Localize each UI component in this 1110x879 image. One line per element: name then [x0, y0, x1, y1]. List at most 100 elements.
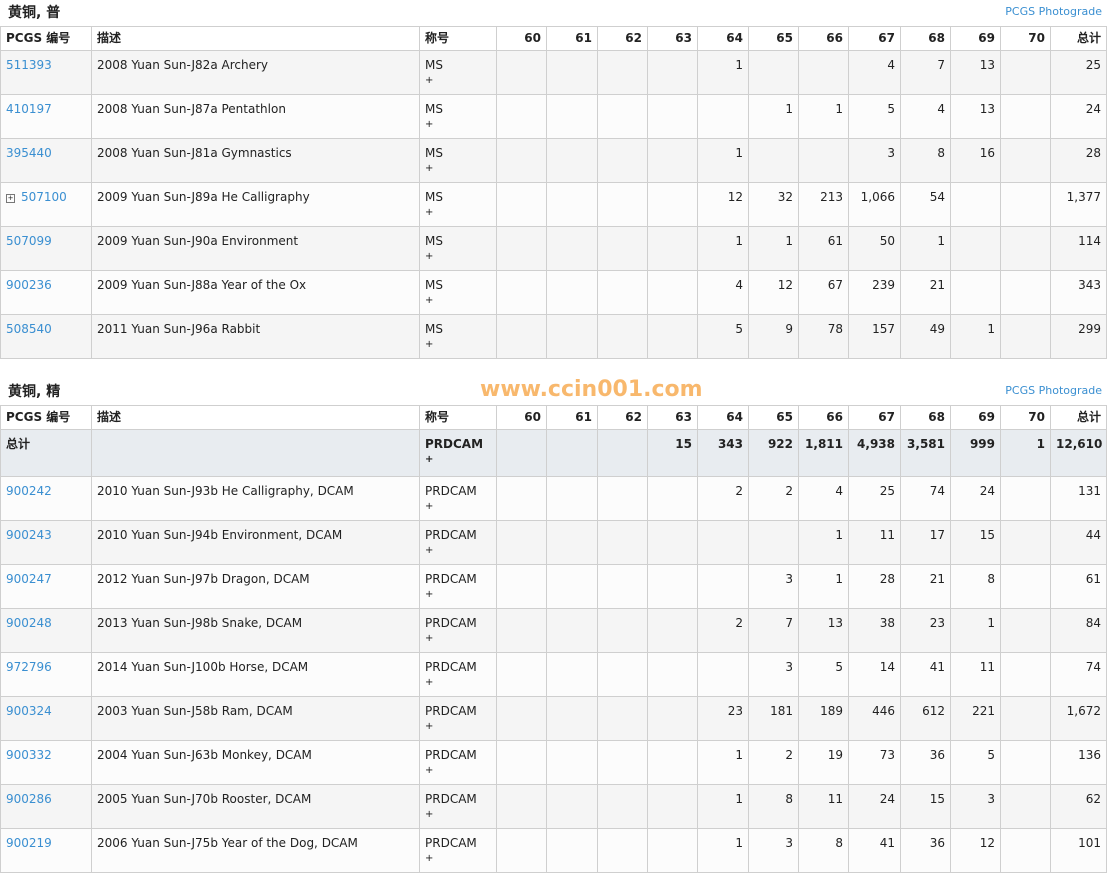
column-header[interactable]: 60 — [496, 26, 547, 51]
column-header[interactable]: 描述 — [91, 26, 420, 51]
grade-count: 1 — [900, 226, 951, 271]
pcgs-id-link[interactable]: 900324 — [6, 704, 52, 718]
pcgs-id-link[interactable]: 900242 — [6, 484, 52, 498]
grade-count — [597, 784, 648, 829]
pcgs-id-link[interactable]: 507099 — [6, 234, 52, 248]
grade-count: 1 — [950, 608, 1001, 653]
table-row: 507099 2009 Yuan Sun-J90a Environment MS +1… — [0, 226, 1107, 271]
expand-icon[interactable]: + — [6, 194, 15, 203]
totals-row: 总计 PRDCAM +15 343 922 1,811 4,938 3,581 999 1 12,6… — [0, 429, 1107, 477]
designation: MS — [425, 102, 443, 116]
description: 2009 Yuan Sun-J90a Environment — [91, 226, 420, 271]
column-header[interactable]: 65 — [748, 26, 799, 51]
grade-count: 612 — [900, 696, 951, 741]
designation: PRDCAM — [425, 660, 477, 674]
table-row: 511393 2008 Yuan Sun-J82a Archery MS +1 4 7 13… — [0, 50, 1107, 95]
grade-count — [1000, 784, 1051, 829]
table-row: 395440 2008 Yuan Sun-J81a Gymnastics MS +1 3… — [0, 138, 1107, 183]
plus-grade: + — [425, 163, 434, 174]
column-header[interactable]: 60 — [496, 405, 547, 430]
table-row: 900219 2006 Yuan Sun-J75b Year of the Dog… — [0, 828, 1107, 873]
total-count: 136 — [1050, 740, 1107, 785]
column-header[interactable]: 67 — [848, 26, 901, 51]
grade-count — [1000, 138, 1051, 183]
grade-count — [1000, 652, 1051, 697]
column-header[interactable]: 63 — [647, 405, 698, 430]
column-header[interactable]: 62 — [597, 405, 648, 430]
pcgs-id-link[interactable]: 410197 — [6, 102, 52, 116]
grade-count: 8 — [798, 828, 849, 873]
pcgs-id-link[interactable]: 507100 — [21, 190, 67, 204]
column-header[interactable]: 总计 — [1050, 405, 1107, 430]
designation: PRDCAM — [425, 836, 477, 850]
column-header[interactable]: 64 — [697, 26, 749, 51]
grade-count — [546, 652, 598, 697]
grade-count: 5 — [848, 94, 901, 139]
grade-count — [546, 784, 598, 829]
pcgs-id-link[interactable]: 511393 — [6, 58, 52, 72]
pcgs-id-cell: 900219 — [0, 828, 92, 873]
column-header[interactable]: 69 — [950, 405, 1001, 430]
photograde-link[interactable]: PCGS Photograde — [1005, 5, 1102, 18]
grade-count: 49 — [900, 314, 951, 359]
grade-count — [546, 564, 598, 609]
column-header[interactable]: 62 — [597, 26, 648, 51]
column-header[interactable]: 称号 — [419, 405, 497, 430]
pcgs-id-link[interactable]: 900243 — [6, 528, 52, 542]
photograde-link[interactable]: PCGS Photograde — [1005, 384, 1102, 397]
designation-cell: PRDCAM + — [419, 429, 497, 477]
pcgs-id-link[interactable]: 900219 — [6, 836, 52, 850]
column-header[interactable]: 66 — [798, 405, 849, 430]
column-header[interactable]: 70 — [1000, 405, 1051, 430]
grade-count: 1,066 — [848, 182, 901, 227]
pcgs-id-link[interactable]: 900247 — [6, 572, 52, 586]
table-row: 972796 2014 Yuan Sun-J100b Horse, DCAM PRD… — [0, 652, 1107, 697]
column-header[interactable]: 67 — [848, 405, 901, 430]
column-header[interactable]: PCGS 编号 — [0, 405, 92, 430]
grade-count — [496, 270, 547, 315]
column-header[interactable]: 66 — [798, 26, 849, 51]
pcgs-id-link[interactable]: 508540 — [6, 322, 52, 336]
column-header[interactable]: 63 — [647, 26, 698, 51]
column-header[interactable]: 68 — [900, 405, 951, 430]
pcgs-id-link[interactable]: 900248 — [6, 616, 52, 630]
column-header[interactable]: 61 — [546, 26, 598, 51]
column-header[interactable]: 68 — [900, 26, 951, 51]
grade-count — [697, 564, 749, 609]
pcgs-id-link[interactable]: 900286 — [6, 792, 52, 806]
column-header[interactable]: 64 — [697, 405, 749, 430]
pcgs-id-link[interactable]: 395440 — [6, 146, 52, 160]
grade-count — [597, 696, 648, 741]
grade-count: 1 — [697, 226, 749, 271]
column-header[interactable]: 61 — [546, 405, 598, 430]
grade-count — [647, 652, 698, 697]
grade-count: 4,938 — [848, 429, 901, 477]
column-header[interactable]: 69 — [950, 26, 1001, 51]
designation-cell: PRDCAM + — [419, 520, 497, 565]
grade-count — [1000, 50, 1051, 95]
grade-count: 3 — [748, 564, 799, 609]
column-header[interactable]: 70 — [1000, 26, 1051, 51]
total-count: 44 — [1050, 520, 1107, 565]
description: 2014 Yuan Sun-J100b Horse, DCAM — [91, 652, 420, 697]
table-row: +507100 2009 Yuan Sun-J89a He Calligraphy… — [0, 182, 1107, 227]
plus-grade: + — [425, 75, 434, 86]
column-header[interactable]: 描述 — [91, 405, 420, 430]
grade-count: 1 — [798, 564, 849, 609]
pcgs-id-link[interactable]: 972796 — [6, 660, 52, 674]
grade-count: 24 — [848, 784, 901, 829]
population-table: PCGS 编号 描述 称号 60 61 62 63 64 65 66 67 68 69 70 总计 总计 PRD… — [0, 405, 1107, 873]
column-header[interactable]: PCGS 编号 — [0, 26, 92, 51]
column-header[interactable]: 65 — [748, 405, 799, 430]
designation: PRDCAM — [425, 748, 477, 762]
pcgs-id-link[interactable]: 900332 — [6, 748, 52, 762]
grade-count — [647, 182, 698, 227]
designation-cell: PRDCAM + — [419, 476, 497, 521]
grade-count — [1000, 94, 1051, 139]
column-header[interactable]: 称号 — [419, 26, 497, 51]
pcgs-id-cell: 900248 — [0, 608, 92, 653]
column-header[interactable]: 总计 — [1050, 26, 1107, 51]
pcgs-id-link[interactable]: 900236 — [6, 278, 52, 292]
grade-count — [496, 314, 547, 359]
designation-cell: MS + — [419, 138, 497, 183]
